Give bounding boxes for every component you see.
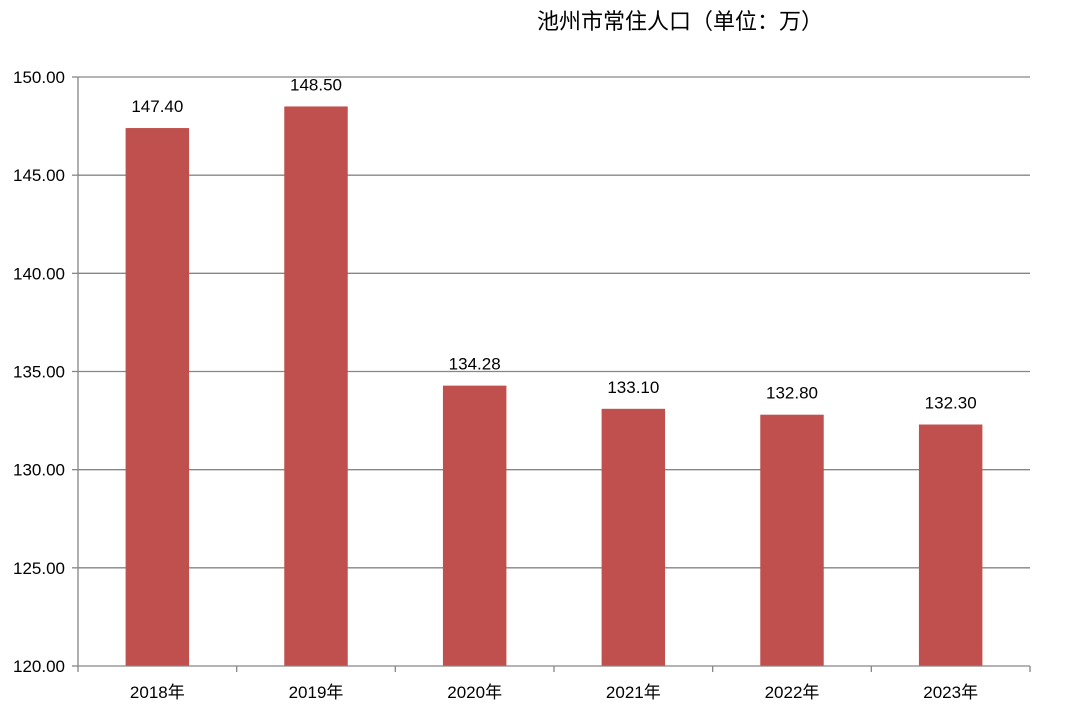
bar bbox=[125, 128, 190, 667]
gridlines bbox=[78, 76, 1030, 569]
y-tick-label: 145.00 bbox=[13, 166, 65, 185]
bar bbox=[442, 385, 507, 666]
y-tick-label: 120.00 bbox=[13, 657, 65, 676]
data-label: 147.40 bbox=[131, 97, 183, 116]
x-tick-label: 2019年 bbox=[289, 683, 344, 702]
data-label: 134.28 bbox=[449, 355, 501, 374]
x-tick-label: 2020年 bbox=[447, 683, 502, 702]
x-axis: 2018年 2019年 2020年 2021年 2022年 2023年 bbox=[77, 665, 1031, 702]
y-tick-label: 135.00 bbox=[13, 363, 65, 382]
y-tick-label: 125.00 bbox=[13, 559, 65, 578]
data-label: 132.80 bbox=[766, 384, 818, 403]
bars: 147.40 148.50 134.28 133.10 132.80 132.30 bbox=[125, 75, 983, 667]
chart-title: 池州市常住人口（单位：万） bbox=[537, 10, 823, 35]
x-tick-label: 2018年 bbox=[130, 683, 185, 702]
y-tick-label: 130.00 bbox=[13, 461, 65, 480]
bar bbox=[601, 408, 666, 666]
data-label: 148.50 bbox=[290, 75, 342, 94]
bar bbox=[760, 414, 824, 666]
x-tick-label: 2022年 bbox=[765, 683, 820, 702]
y-tick-label: 150.00 bbox=[13, 68, 65, 87]
bar bbox=[918, 424, 983, 666]
data-label: 132.30 bbox=[925, 394, 977, 413]
y-axis: 120.00 125.00 130.00 135.00 140.00 145.00 150.… bbox=[13, 68, 79, 676]
y-tick-label: 140.00 bbox=[13, 264, 65, 283]
x-tick-label: 2023年 bbox=[923, 683, 978, 702]
data-label: 133.10 bbox=[607, 378, 659, 397]
x-tick-label: 2021年 bbox=[606, 683, 661, 702]
bar bbox=[284, 106, 348, 666]
